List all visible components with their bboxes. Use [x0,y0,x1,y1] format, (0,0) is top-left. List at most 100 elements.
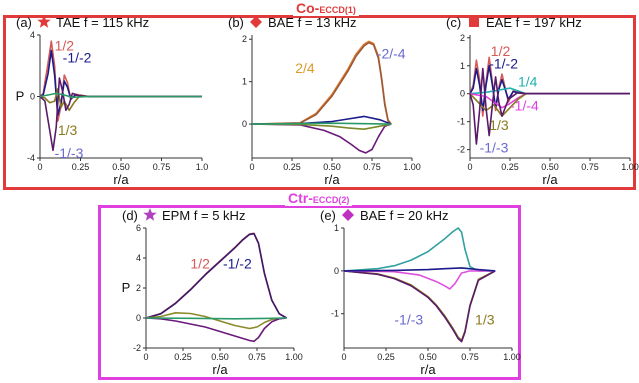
series-label: 1/2 [491,43,511,59]
ctr-eccd-title-sub: ECCD(2) [312,195,350,205]
y-axis-label: P [16,89,25,104]
co-eccd-title-sub: ECCD(1) [319,5,356,15]
co-eccd-group-title: Co-ECCD(1) [293,0,359,16]
diamond-icon [342,209,354,221]
x-tick-label: 0.75 [153,162,171,172]
ctr-eccd-title-text: Ctr- [288,190,313,206]
y-tick-label: 1 [460,61,465,71]
series-line-e-1 [343,270,496,342]
y-axis-label: P [122,280,131,295]
x-axis-label: r/a [420,362,436,377]
series-line-e-4 [343,267,496,272]
x-tick-label: 0.50 [419,352,437,362]
series-line-b-1 [251,41,392,125]
x-tick-label: 0.75 [461,352,479,362]
y-tick-label: 2 [242,34,247,44]
diamond-icon [250,16,262,28]
panel-b: 0 0.25 0.50 0.75 1.00 0 1 2 r/a 2/4 -2/-4 (b) BAE f … [228,15,421,187]
panel-title: EPM f = 5 kHz [162,208,245,223]
series-line-c-5 [469,67,630,145]
x-tick-label: 1.00 [403,162,421,172]
x-tick-label: 1.00 [621,162,639,172]
x-tick-label: 0 [143,352,148,362]
y-tick-label: -2 [133,343,141,353]
panel-title: TAE f = 115 kHz [56,15,149,30]
star-icon [37,15,51,28]
series-line-e-2 [343,270,496,343]
x-tick-label: 0.25 [72,162,90,172]
panel-c: 0 0.25 0.50 0.75 1.00 -2 -1 0 1 2 r/a 1/2-1/-21/4 -1… [446,15,639,187]
series-label: -1/-2 [223,256,252,272]
x-tick-label: 0.25 [283,162,301,172]
co-eccd-title-text: Co- [296,0,320,16]
x-axis-label: r/a [324,172,340,187]
x-tick-label: 0.75 [363,162,381,172]
x-tick-label: 1.00 [285,352,303,362]
x-axis-label: r/a [212,362,228,377]
y-tick-label: 4 [30,30,35,40]
x-tick-label: 0.50 [323,162,341,172]
series-line-a-4 [39,92,202,99]
series-line-d-4 [145,317,287,320]
y-tick-label: 2 [136,283,141,293]
series-line-b-5 [251,122,392,125]
x-tick-label: 0.50 [211,352,229,362]
x-tick-label: 0.25 [501,162,519,172]
square-icon [469,17,479,27]
series-line-a-3 [39,77,202,152]
x-tick-label: 0.50 [541,162,559,172]
y-tick-label: 1 [334,223,339,233]
x-tick-label: 0 [467,162,472,172]
panel-e: 0 0.25 0.50 0.75 1.00 -1 0 1 r/a -1/-3 1/3 (e) BAE f… [320,208,521,377]
x-tick-label: 1.00 [503,352,521,362]
series-line-e-0 [343,227,496,272]
y-tick-label: 1 [242,77,247,87]
x-tick-label: 0.25 [377,352,395,362]
ctr-eccd-group-frame [98,205,521,380]
panel-title: BAE f = 13 kHz [268,15,357,30]
series-label: -1/-2 [63,50,92,66]
series-line-e-3 [343,270,496,290]
x-tick-label: 0 [341,352,346,362]
series-line-d-2 [145,311,287,330]
x-axis-label: r/a [542,172,558,187]
series-label: 2/4 [295,60,315,76]
ctr-eccd-group-title: Ctr-ECCD(2) [285,190,353,206]
series-label: 1/4 [518,74,538,90]
series-label: 1/3 [475,311,495,327]
series-line-b-4 [251,123,392,130]
y-tick-label: 0 [30,92,35,102]
series-label: -1/-2 [489,56,518,72]
y-tick-label: 2 [460,33,465,43]
series-label: 1/2 [190,256,210,272]
star-icon [143,208,157,221]
x-tick-label: 0.75 [581,162,599,172]
panel-title: BAE f = 20 kHz [360,208,449,223]
y-tick-label: -2 [457,145,465,155]
series-label: 1/3 [58,122,78,138]
panel-label: (d) [122,208,138,223]
series-label: -2/-4 [377,45,406,61]
series-label: 1/3 [489,117,509,133]
panel-label: (b) [228,15,244,30]
co-eccd-group-frame [3,15,636,190]
series-line-b-2 [251,123,392,154]
x-tick-label: 0.75 [248,352,266,362]
y-tick-label: 4 [136,253,141,263]
panel-title: EAE f = 197 kHz [486,15,582,30]
x-tick-label: 0.50 [112,162,130,172]
series-label: -1/-3 [480,139,509,155]
y-tick-label: -4 [27,153,35,163]
panel-label: (e) [320,208,336,223]
x-tick-label: 1.0 [196,162,209,172]
x-tick-label: 0.25 [174,352,192,362]
series-line-b-0 [251,40,392,125]
panel-label: (a) [16,15,32,30]
series-label: -1/-3 [394,311,423,327]
y-tick-label: 0 [242,119,247,129]
x-axis-label: r/a [113,172,129,187]
panel-a: 0 0.25 0.50 0.75 1.0-404r/aP1/2-1/-21/3-1/-3… [16,15,209,187]
y-tick-label: 6 [136,223,141,233]
